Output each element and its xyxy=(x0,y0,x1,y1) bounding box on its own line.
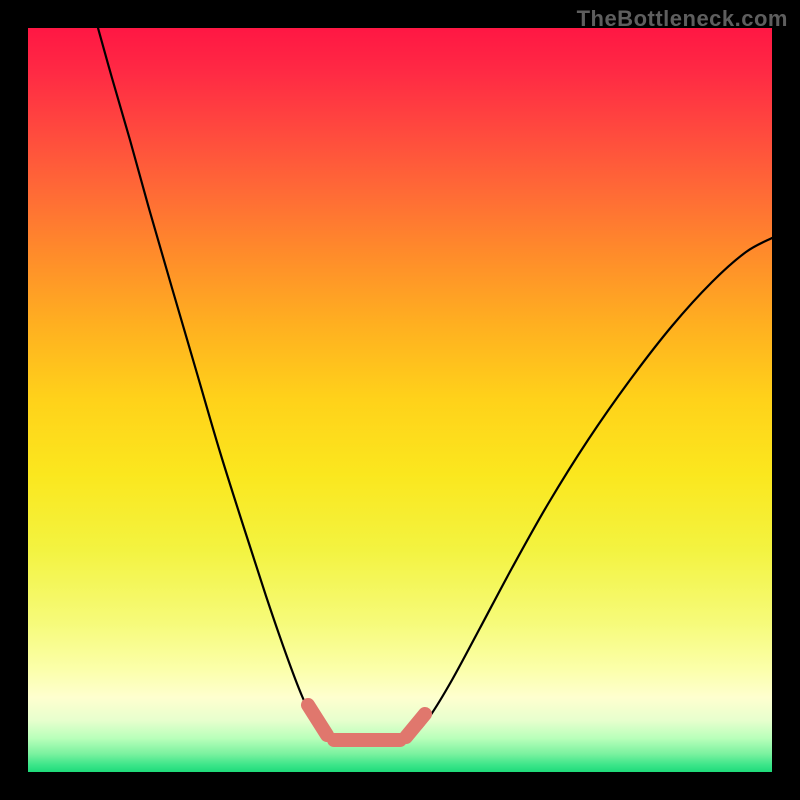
bottleneck-chart xyxy=(28,28,772,772)
chart-background xyxy=(28,28,772,772)
figure-frame: TheBottleneck.com xyxy=(0,0,800,800)
